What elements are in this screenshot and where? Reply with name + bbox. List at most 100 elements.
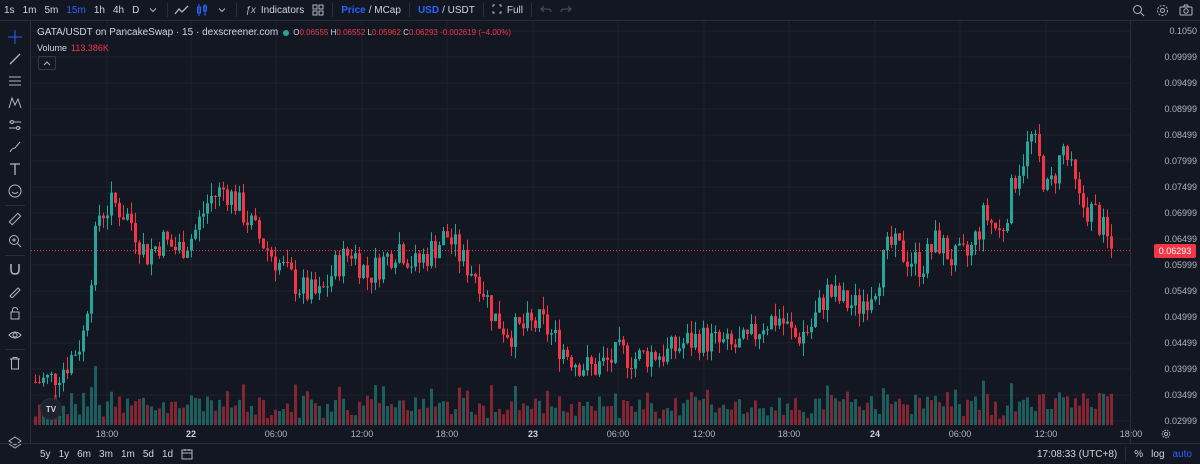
range-1y[interactable]: 1y xyxy=(58,448,70,460)
price-axis[interactable]: 0.1050 0.09999 0.09499 0.08999 0.08499 0.0799… xyxy=(1130,21,1200,443)
time-tick-label: 18:00 xyxy=(95,429,119,439)
redo-icon[interactable] xyxy=(556,0,576,20)
usdt-option[interactable]: / USDT xyxy=(442,4,475,16)
candlestick-chart[interactable] xyxy=(31,21,1132,425)
volume-bar xyxy=(402,400,405,425)
time-axis[interactable]: 18:00 22 06:00 12:00 18:00 23 06:00 12:00 18:00 2… xyxy=(31,425,1143,443)
range-1d[interactable]: 1d xyxy=(161,448,174,460)
brush-icon[interactable] xyxy=(5,137,25,157)
volume-bar xyxy=(74,403,77,425)
interval-5m[interactable]: 5m xyxy=(44,4,59,16)
currency-toggle[interactable]: USD / USDT xyxy=(414,0,479,20)
interval-4h[interactable]: 4h xyxy=(112,4,125,16)
fib-retracement-icon[interactable] xyxy=(5,71,25,91)
volume-bar xyxy=(350,414,353,425)
price-tick-label: 0.03499 xyxy=(1164,390,1197,400)
volume-bar xyxy=(146,404,149,425)
settings-gear-icon[interactable] xyxy=(1161,429,1171,439)
volume-bar xyxy=(270,415,273,425)
settings-gear-icon[interactable] xyxy=(1152,0,1172,20)
candle-body xyxy=(214,195,217,197)
volume-bar xyxy=(818,398,821,425)
volume-bar xyxy=(586,401,589,425)
crosshair-icon[interactable] xyxy=(5,27,25,47)
volume-bar xyxy=(834,398,837,425)
candle-body xyxy=(198,216,201,230)
volume-label[interactable]: Volume xyxy=(37,43,68,53)
candle-body xyxy=(382,256,385,280)
volume-bar xyxy=(694,396,697,425)
candle-body xyxy=(534,320,537,328)
eye-icon[interactable] xyxy=(5,325,25,345)
auto-toggle[interactable]: auto xyxy=(1172,448,1192,460)
clock[interactable]: 17:08:33 (UTC+8) xyxy=(1036,448,1118,460)
search-icon[interactable] xyxy=(1128,0,1148,20)
candle-body xyxy=(302,277,305,294)
lock-icon[interactable] xyxy=(5,303,25,323)
mcap-option[interactable]: / MCap xyxy=(368,4,401,16)
range-6m[interactable]: 6m xyxy=(77,448,92,460)
volume-bar xyxy=(122,412,125,425)
range-3m[interactable]: 3m xyxy=(99,448,113,460)
emoji-icon[interactable] xyxy=(5,181,25,201)
volume-bar xyxy=(930,400,933,425)
interval-1h[interactable]: 1h xyxy=(93,4,105,16)
indicators-button[interactable]: ƒx Indicators xyxy=(241,0,308,20)
interval-15m[interactable]: 15m xyxy=(66,4,86,16)
camera-icon[interactable] xyxy=(1176,0,1196,20)
chevron-down-icon[interactable] xyxy=(212,0,232,20)
candle-body xyxy=(402,244,405,264)
trend-line-icon[interactable] xyxy=(5,49,25,69)
draw-mode-icon[interactable] xyxy=(5,281,25,301)
tradingview-logo[interactable]: TV xyxy=(40,398,62,420)
interval-1s[interactable]: 1s xyxy=(4,4,15,16)
candle-body xyxy=(158,246,161,256)
candle-body xyxy=(982,205,985,240)
candle-body xyxy=(346,248,349,256)
candle-body xyxy=(618,339,621,343)
price-tick-label: 0.02999 xyxy=(1164,416,1197,426)
volume-bar xyxy=(226,391,229,425)
range-5d[interactable]: 5d xyxy=(142,448,154,460)
chevron-down-icon[interactable] xyxy=(143,0,163,20)
chart-pane[interactable] xyxy=(31,21,1132,443)
candle-body xyxy=(1106,216,1109,237)
candle-body xyxy=(82,330,85,352)
range-5y[interactable]: 5y xyxy=(40,448,51,460)
log-toggle[interactable]: log xyxy=(1151,448,1165,460)
interval-D[interactable]: D xyxy=(132,4,140,16)
volume-bar xyxy=(938,402,941,425)
range-1m[interactable]: 1m xyxy=(120,448,135,460)
fullscreen-button[interactable]: Full xyxy=(488,0,527,20)
price-mcap-toggle[interactable]: Price / MCap xyxy=(337,0,405,20)
undo-icon[interactable] xyxy=(536,0,556,20)
text-icon[interactable] xyxy=(5,159,25,179)
pattern-icon[interactable] xyxy=(5,93,25,113)
ruler-icon[interactable] xyxy=(5,209,25,229)
candle-body xyxy=(442,231,445,246)
forecast-icon[interactable] xyxy=(5,115,25,135)
volume-bar xyxy=(534,398,537,425)
collapse-legend-button[interactable] xyxy=(38,56,56,70)
volume-bar xyxy=(718,407,721,425)
trash-icon[interactable] xyxy=(5,353,25,373)
magnet-icon[interactable] xyxy=(5,259,25,279)
candle-body xyxy=(762,330,765,335)
volume-bar xyxy=(926,396,929,425)
candles-chart-type-icon[interactable] xyxy=(192,0,212,20)
volume-bar xyxy=(502,414,505,425)
calendar-range-icon[interactable] xyxy=(177,444,197,464)
volume-bar xyxy=(998,418,1001,425)
percent-toggle[interactable]: % xyxy=(1134,448,1144,460)
candle-body xyxy=(170,239,173,247)
layout-grid-icon[interactable] xyxy=(308,0,328,20)
interval-1m[interactable]: 1m xyxy=(22,4,37,16)
layers-icon[interactable] xyxy=(5,433,25,453)
candle-body xyxy=(578,364,581,376)
usd-option[interactable]: USD xyxy=(417,4,440,16)
price-option[interactable]: Price xyxy=(341,4,366,16)
line-chart-type-icon[interactable] xyxy=(172,0,192,20)
volume-bar xyxy=(782,414,785,425)
symbol-title[interactable]: GATA/USDT on PancakeSwap · 15 · dexscree… xyxy=(37,27,279,38)
zoom-in-icon[interactable] xyxy=(5,231,25,251)
